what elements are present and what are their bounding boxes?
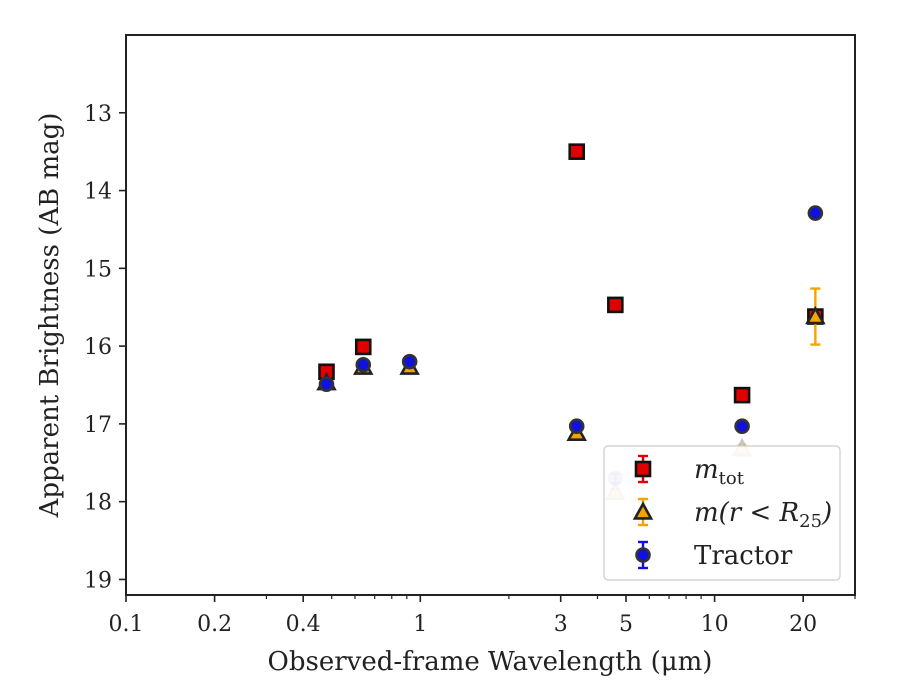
y-tick-label: 13	[84, 102, 112, 127]
x-tick-label: 0.1	[109, 612, 144, 637]
series-circle	[318, 205, 824, 487]
plot-frame	[125, 34, 856, 596]
x-tick-label: 1	[413, 612, 427, 637]
y-tick-label: 18	[84, 491, 112, 516]
series-square	[318, 143, 824, 404]
data-point-circle	[734, 418, 750, 435]
y-axis-label: Apparent Brightness (AB mag)	[35, 113, 65, 519]
y-tick-label: 17	[84, 413, 112, 438]
data-point-circle	[318, 376, 335, 393]
legend-label: mtot	[694, 455, 745, 489]
legend-label: m(r < R25)	[694, 498, 832, 532]
x-tick-label: 10	[701, 612, 729, 637]
legend-box	[603, 445, 841, 581]
y-tick-label: 14	[84, 180, 112, 205]
legend-label-subscript: 25	[799, 511, 822, 532]
data-point-triangle	[805, 305, 826, 325]
data-point-square	[568, 143, 586, 160]
legend: mtot m(r < R25) Tractor	[603, 445, 841, 581]
x-axis-label: Observed-frame Wavelength (μm)	[268, 647, 713, 677]
data-point-circle	[807, 205, 824, 221]
legend-marker-square	[634, 460, 652, 478]
x-tick-label: 0.4	[286, 612, 321, 637]
legend-marker-circle	[635, 547, 651, 563]
data-point-square	[607, 296, 624, 314]
legend-label-subscript: tot	[719, 468, 745, 489]
x-tick-label: 3	[554, 612, 568, 637]
y-tick-label: 16	[84, 335, 112, 360]
y-tick-label: 19	[84, 568, 112, 593]
legend-label-main: Tractor	[694, 541, 793, 571]
x-tick-label: 0.2	[197, 612, 232, 637]
data-point-circle	[355, 356, 372, 373]
data-marks	[316, 143, 826, 501]
data-point-square	[733, 386, 751, 404]
data-point-circle	[568, 418, 585, 435]
data-point-square	[354, 338, 372, 356]
legend-label-main: m	[694, 455, 719, 485]
legend-label: Tractor	[694, 541, 793, 571]
data-point-circle	[401, 353, 418, 370]
x-tick-label: 20	[789, 612, 817, 637]
x-tick-label: 5	[619, 612, 633, 637]
legend-label-main: m(r < R	[694, 498, 799, 528]
legend-marker-triangle	[632, 501, 654, 520]
legend-label-tail: )	[821, 498, 832, 528]
y-tick-label: 15	[84, 257, 112, 282]
